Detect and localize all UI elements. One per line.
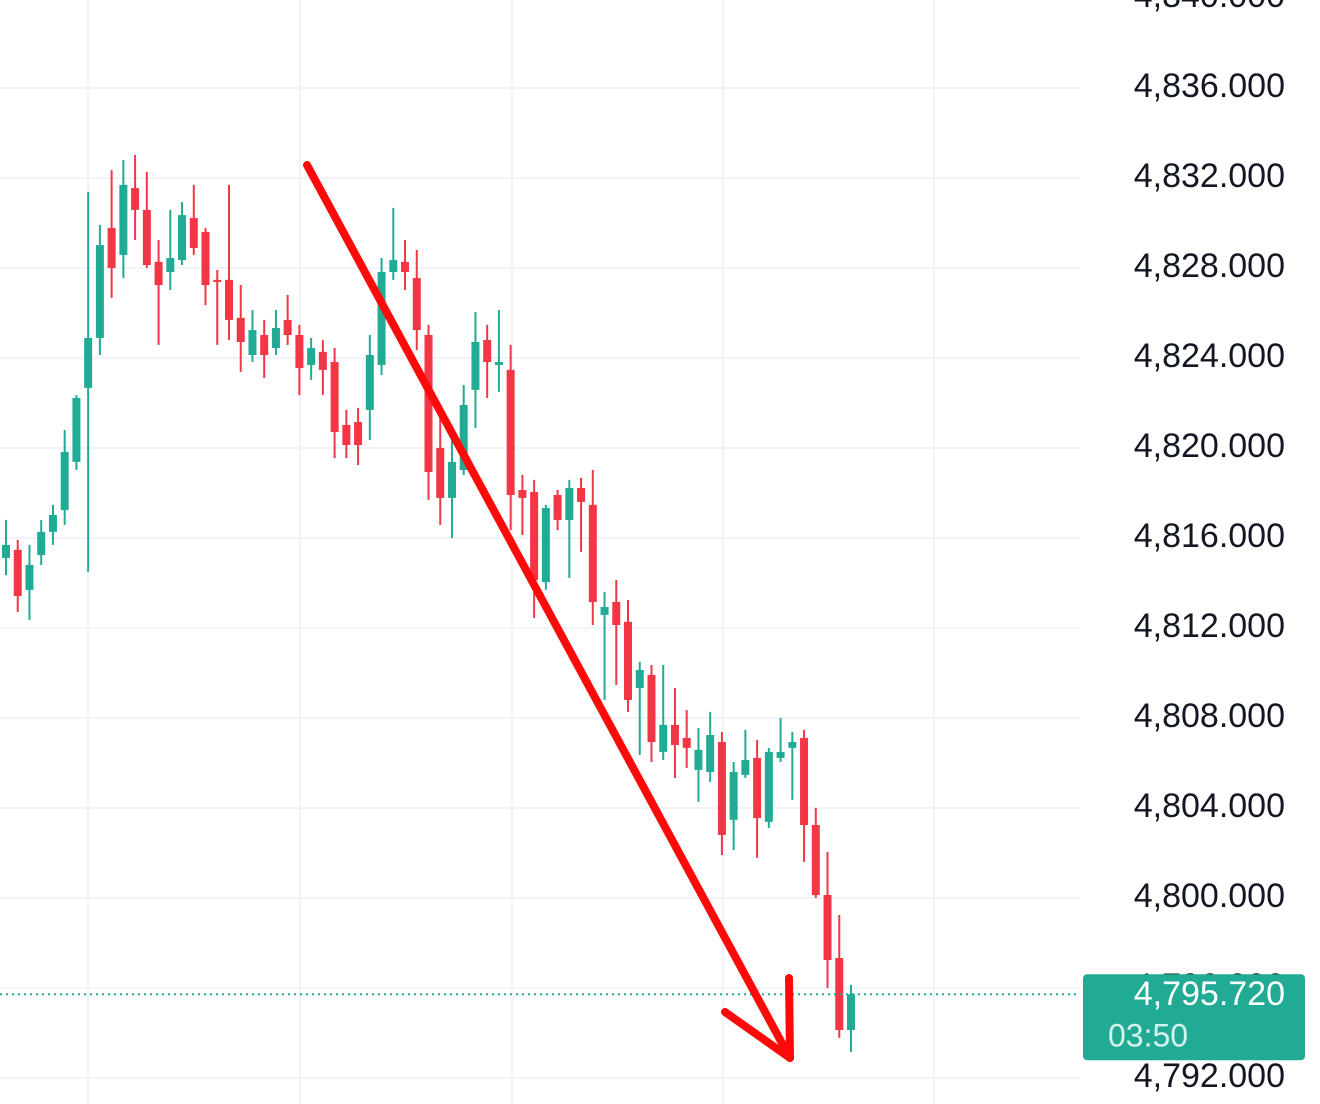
candle-body [670,724,679,745]
candle-body [741,759,750,775]
candle-body [682,737,691,748]
arrow-shaft [303,161,794,1062]
y-tick-label: 4,820.000 [1134,427,1285,465]
y-tick-label: 4,800.000 [1134,877,1285,915]
candle-body [330,362,339,432]
candle-body [600,607,609,615]
candle-body [201,231,210,286]
candle-body [13,549,22,596]
candle-body [800,737,809,826]
last-price: 4,795.720 03:50 [0,974,1305,1061]
candle-body [307,348,316,365]
candle-body [459,404,468,470]
candle-body [60,451,69,511]
candle-body [494,362,503,365]
candle-body [483,339,492,363]
y-tick-label: 4,824.000 [1134,337,1285,375]
candle-body [95,245,104,338]
y-tick-label: 4,816.000 [1134,517,1285,555]
price-grid [0,86,1080,1079]
candle-body [647,674,656,742]
candle-body [342,424,351,446]
candles [2,155,855,1053]
candle-body [788,741,797,748]
candle-body [588,504,597,603]
arrow-head [721,974,794,1062]
candle-body [764,751,773,822]
y-tick-label: 4,812.000 [1134,607,1285,645]
candle-body [436,447,445,498]
candle-body [377,272,386,365]
candle-body [612,602,621,626]
last-price-label: 4,795.720 [1134,975,1285,1013]
candle-body [295,335,304,369]
candle-body [577,487,586,502]
time-grid [87,0,935,1104]
candle-body [72,397,81,462]
candle-body [565,487,574,520]
candle-body [753,757,762,819]
last-price-box [1083,974,1305,1061]
countdown-label: 03:50 [1108,1018,1188,1054]
candle-body [236,317,245,342]
y-tick-label: 4,836.000 [1134,67,1285,105]
candle-body [506,369,515,495]
candle-body [84,337,93,388]
candle-body [365,355,374,410]
candle-body [248,330,257,356]
candle-body [178,215,187,261]
candle-body [154,261,163,286]
candle-body [48,514,57,532]
candle-body [706,735,715,772]
candle-body [318,351,327,370]
candle-body [166,258,175,273]
candle-body [694,749,703,770]
y-tick-label: 4,808.000 [1134,697,1285,735]
candle-body [717,741,726,835]
candle-body [541,508,550,583]
candle-body [283,319,292,336]
candle-body [389,260,398,273]
candle-body [107,227,116,268]
candle-body [224,279,233,320]
candle-body [412,278,421,331]
candle-body [835,957,844,1030]
candle-body [189,218,198,248]
price-axis: 4,840.000 4,836.000 4,832.000 4,828.000 4,82… [1134,0,1285,1095]
candle-body [530,492,539,581]
candle-body [811,825,820,895]
candle-body [471,341,480,390]
y-tick-label: 4,832.000 [1134,157,1285,195]
y-tick-label: 4,828.000 [1134,247,1285,285]
candle-body [624,621,633,700]
candle-body [776,751,785,758]
y-tick-label: 4,804.000 [1134,787,1285,825]
trend-arrow [303,161,794,1062]
candle-body [659,724,668,752]
candle-body [142,209,151,266]
y-tick-label: 4,792.000 [1134,1057,1285,1095]
candle-body [2,544,10,558]
candle-body [447,461,456,498]
candle-body [354,422,363,446]
candle-body [424,335,433,473]
candle-body [37,531,46,556]
candle-body [635,670,644,689]
candle-body [131,188,140,210]
candle-body [823,894,832,961]
candle-body [25,564,34,590]
candle-body [213,279,222,282]
candle-body [271,328,280,349]
y-tick-label: 4,840.000 [1134,0,1285,15]
candle-body [119,184,128,255]
candle-body [518,490,527,498]
candle-body [401,261,410,273]
candle-body [847,994,855,1030]
candle-body [553,494,562,520]
candle-body [260,335,269,356]
candle-body [729,771,738,820]
